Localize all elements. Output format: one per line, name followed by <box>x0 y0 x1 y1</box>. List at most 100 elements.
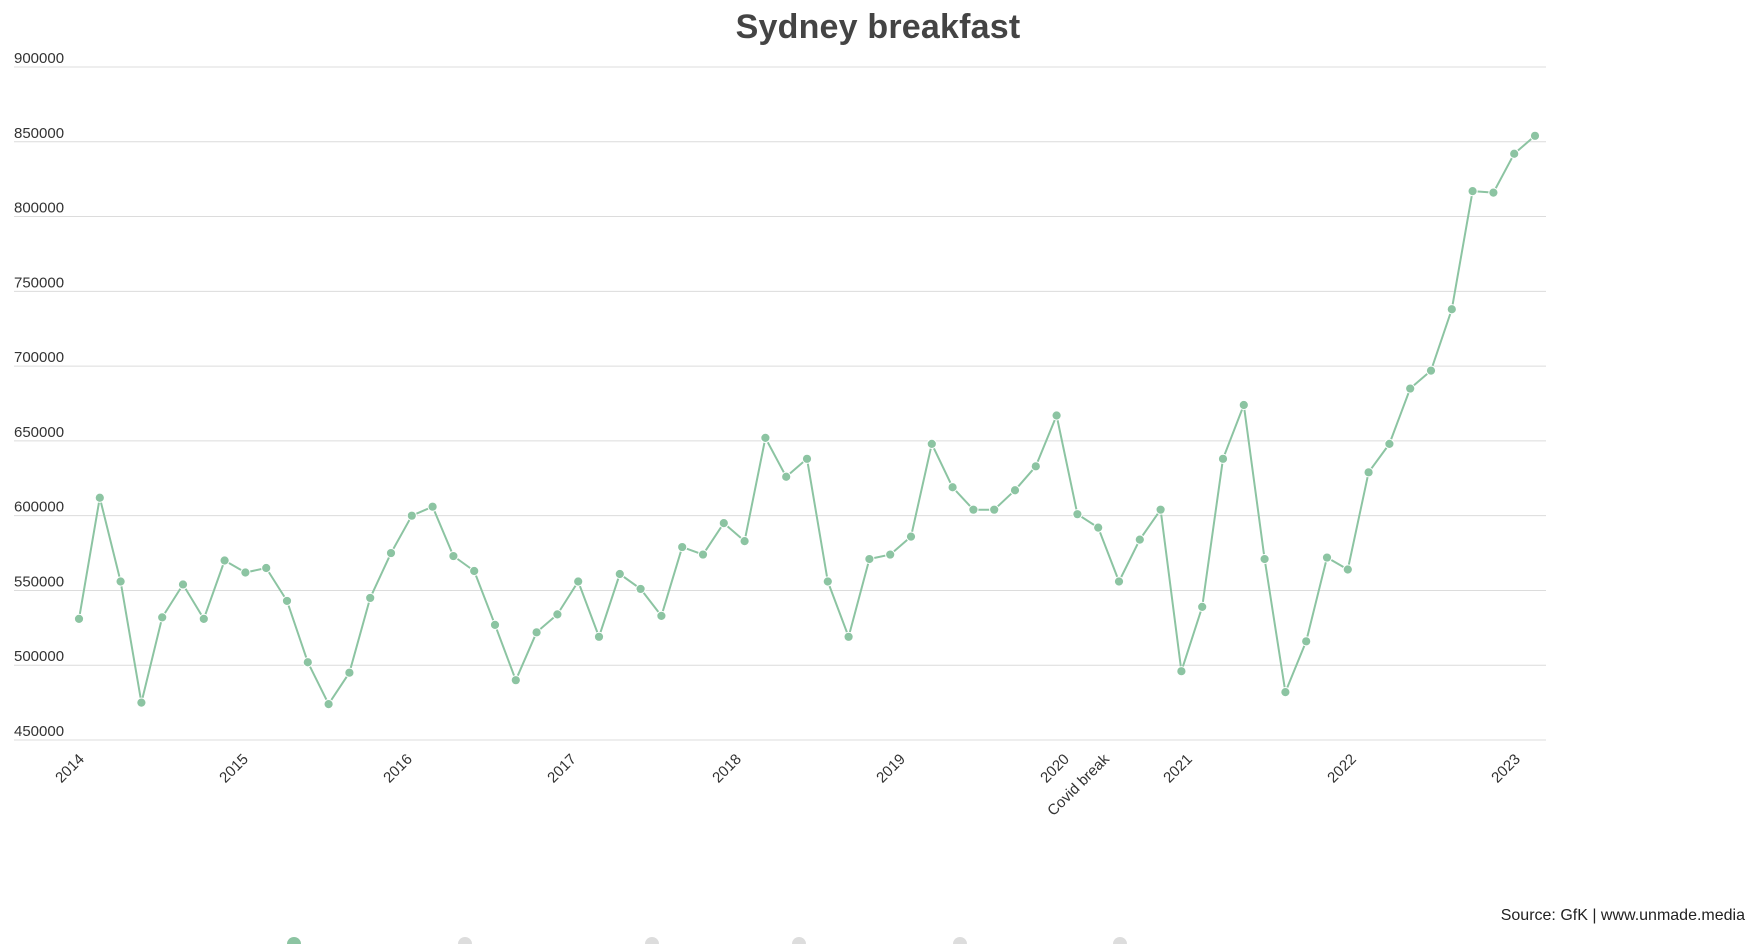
data-point[interactable] <box>1529 130 1541 141</box>
data-point[interactable] <box>115 576 126 587</box>
data-point[interactable] <box>510 675 521 686</box>
data-point[interactable] <box>1155 504 1166 515</box>
series-line <box>78 135 1536 706</box>
series-points <box>73 130 1541 710</box>
data-point[interactable] <box>1197 601 1208 612</box>
data-point[interactable] <box>822 576 833 587</box>
legend-swatch[interactable] <box>287 937 301 944</box>
data-point[interactable] <box>406 510 417 521</box>
data-point[interactable] <box>905 531 917 542</box>
data-point[interactable] <box>489 619 501 630</box>
data-point[interactable] <box>739 535 750 547</box>
data-point[interactable] <box>1072 509 1083 520</box>
data-point[interactable] <box>968 504 979 515</box>
data-point[interactable] <box>1509 148 1520 159</box>
data-point[interactable] <box>718 518 729 529</box>
data-point[interactable] <box>1259 553 1270 565</box>
chart-title: Sydney breakfast <box>735 8 1021 46</box>
data-point[interactable] <box>593 631 605 642</box>
data-point[interactable] <box>427 501 438 512</box>
data-point[interactable] <box>1467 186 1478 197</box>
data-point[interactable] <box>240 567 251 578</box>
gridlines <box>14 66 1546 741</box>
data-point[interactable] <box>1301 636 1312 647</box>
y-tick-label: 900000 <box>14 50 64 67</box>
x-tick-label: 2018 <box>709 751 745 787</box>
legend-swatch[interactable] <box>1113 937 1127 944</box>
data-point[interactable] <box>1238 399 1249 411</box>
data-point[interactable] <box>656 610 667 621</box>
data-point[interactable] <box>552 609 563 620</box>
data-point[interactable] <box>261 562 272 574</box>
data-point[interactable] <box>1280 687 1291 698</box>
series-line-path <box>78 135 1536 706</box>
data-point[interactable] <box>73 613 85 624</box>
data-point[interactable] <box>365 592 376 604</box>
data-point[interactable] <box>136 697 147 708</box>
x-tick-label: 2022 <box>1324 751 1360 787</box>
data-point[interactable] <box>760 432 771 443</box>
data-point[interactable] <box>198 613 209 624</box>
data-point[interactable] <box>531 627 542 638</box>
data-point[interactable] <box>1488 187 1499 198</box>
data-point[interactable] <box>177 579 189 590</box>
data-point[interactable] <box>323 699 334 710</box>
data-point[interactable] <box>1425 365 1437 376</box>
data-point[interactable] <box>281 595 293 607</box>
data-point[interactable] <box>885 549 896 560</box>
x-tick-label: 2015 <box>216 751 252 787</box>
data-point[interactable] <box>1384 438 1395 449</box>
data-point[interactable] <box>635 583 646 595</box>
data-point[interactable] <box>1113 576 1125 587</box>
x-tick-label: 2014 <box>52 751 88 787</box>
y-tick-label: 850000 <box>14 125 64 142</box>
data-point[interactable] <box>781 471 792 482</box>
data-point[interactable] <box>843 631 854 642</box>
legend-swatch[interactable] <box>792 937 806 944</box>
data-point[interactable] <box>1030 461 1041 472</box>
legend-swatch[interactable] <box>953 937 967 944</box>
data-point[interactable] <box>1217 453 1229 464</box>
data-point[interactable] <box>1321 552 1333 563</box>
data-point[interactable] <box>344 667 355 678</box>
data-point[interactable] <box>385 547 397 559</box>
y-tick-label: 750000 <box>14 274 64 291</box>
data-point[interactable] <box>614 568 625 580</box>
x-tick-label: 2021 <box>1160 751 1196 787</box>
data-point[interactable] <box>573 576 584 587</box>
data-point[interactable] <box>157 612 168 623</box>
data-point[interactable] <box>801 453 813 464</box>
data-point[interactable] <box>1134 534 1145 545</box>
data-point[interactable] <box>219 555 230 566</box>
data-point[interactable] <box>94 492 105 503</box>
legend-swatch[interactable] <box>645 937 659 944</box>
data-point[interactable] <box>448 550 459 562</box>
data-point[interactable] <box>989 504 1000 515</box>
data-point[interactable] <box>1405 383 1416 394</box>
y-tick-label: 500000 <box>14 648 64 665</box>
data-point[interactable] <box>864 553 875 565</box>
data-point[interactable] <box>1342 564 1353 575</box>
y-axis-tick-labels: 900000 850000 800000 750000 700000 650000 6000… <box>14 50 64 740</box>
x-tick-label: 2019 <box>873 751 909 787</box>
data-point[interactable] <box>697 549 709 560</box>
data-point[interactable] <box>302 657 313 668</box>
data-point[interactable] <box>1176 666 1187 677</box>
data-point[interactable] <box>677 541 688 553</box>
data-point[interactable] <box>1009 485 1021 496</box>
data-point[interactable] <box>469 565 480 577</box>
y-tick-label: 650000 <box>14 424 64 441</box>
y-tick-label: 550000 <box>14 573 64 590</box>
x-tick-label: 2017 <box>544 751 580 787</box>
y-tick-label: 700000 <box>14 349 64 366</box>
data-point[interactable] <box>1051 410 1062 421</box>
data-point[interactable] <box>926 438 937 449</box>
data-point[interactable] <box>1093 522 1104 533</box>
legend[interactable] <box>287 937 1127 944</box>
data-point[interactable] <box>1363 467 1374 478</box>
data-point[interactable] <box>1446 304 1457 315</box>
x-tick-label: 2020 <box>1037 751 1073 787</box>
data-point[interactable] <box>947 482 958 493</box>
legend-swatch[interactable] <box>458 937 472 944</box>
